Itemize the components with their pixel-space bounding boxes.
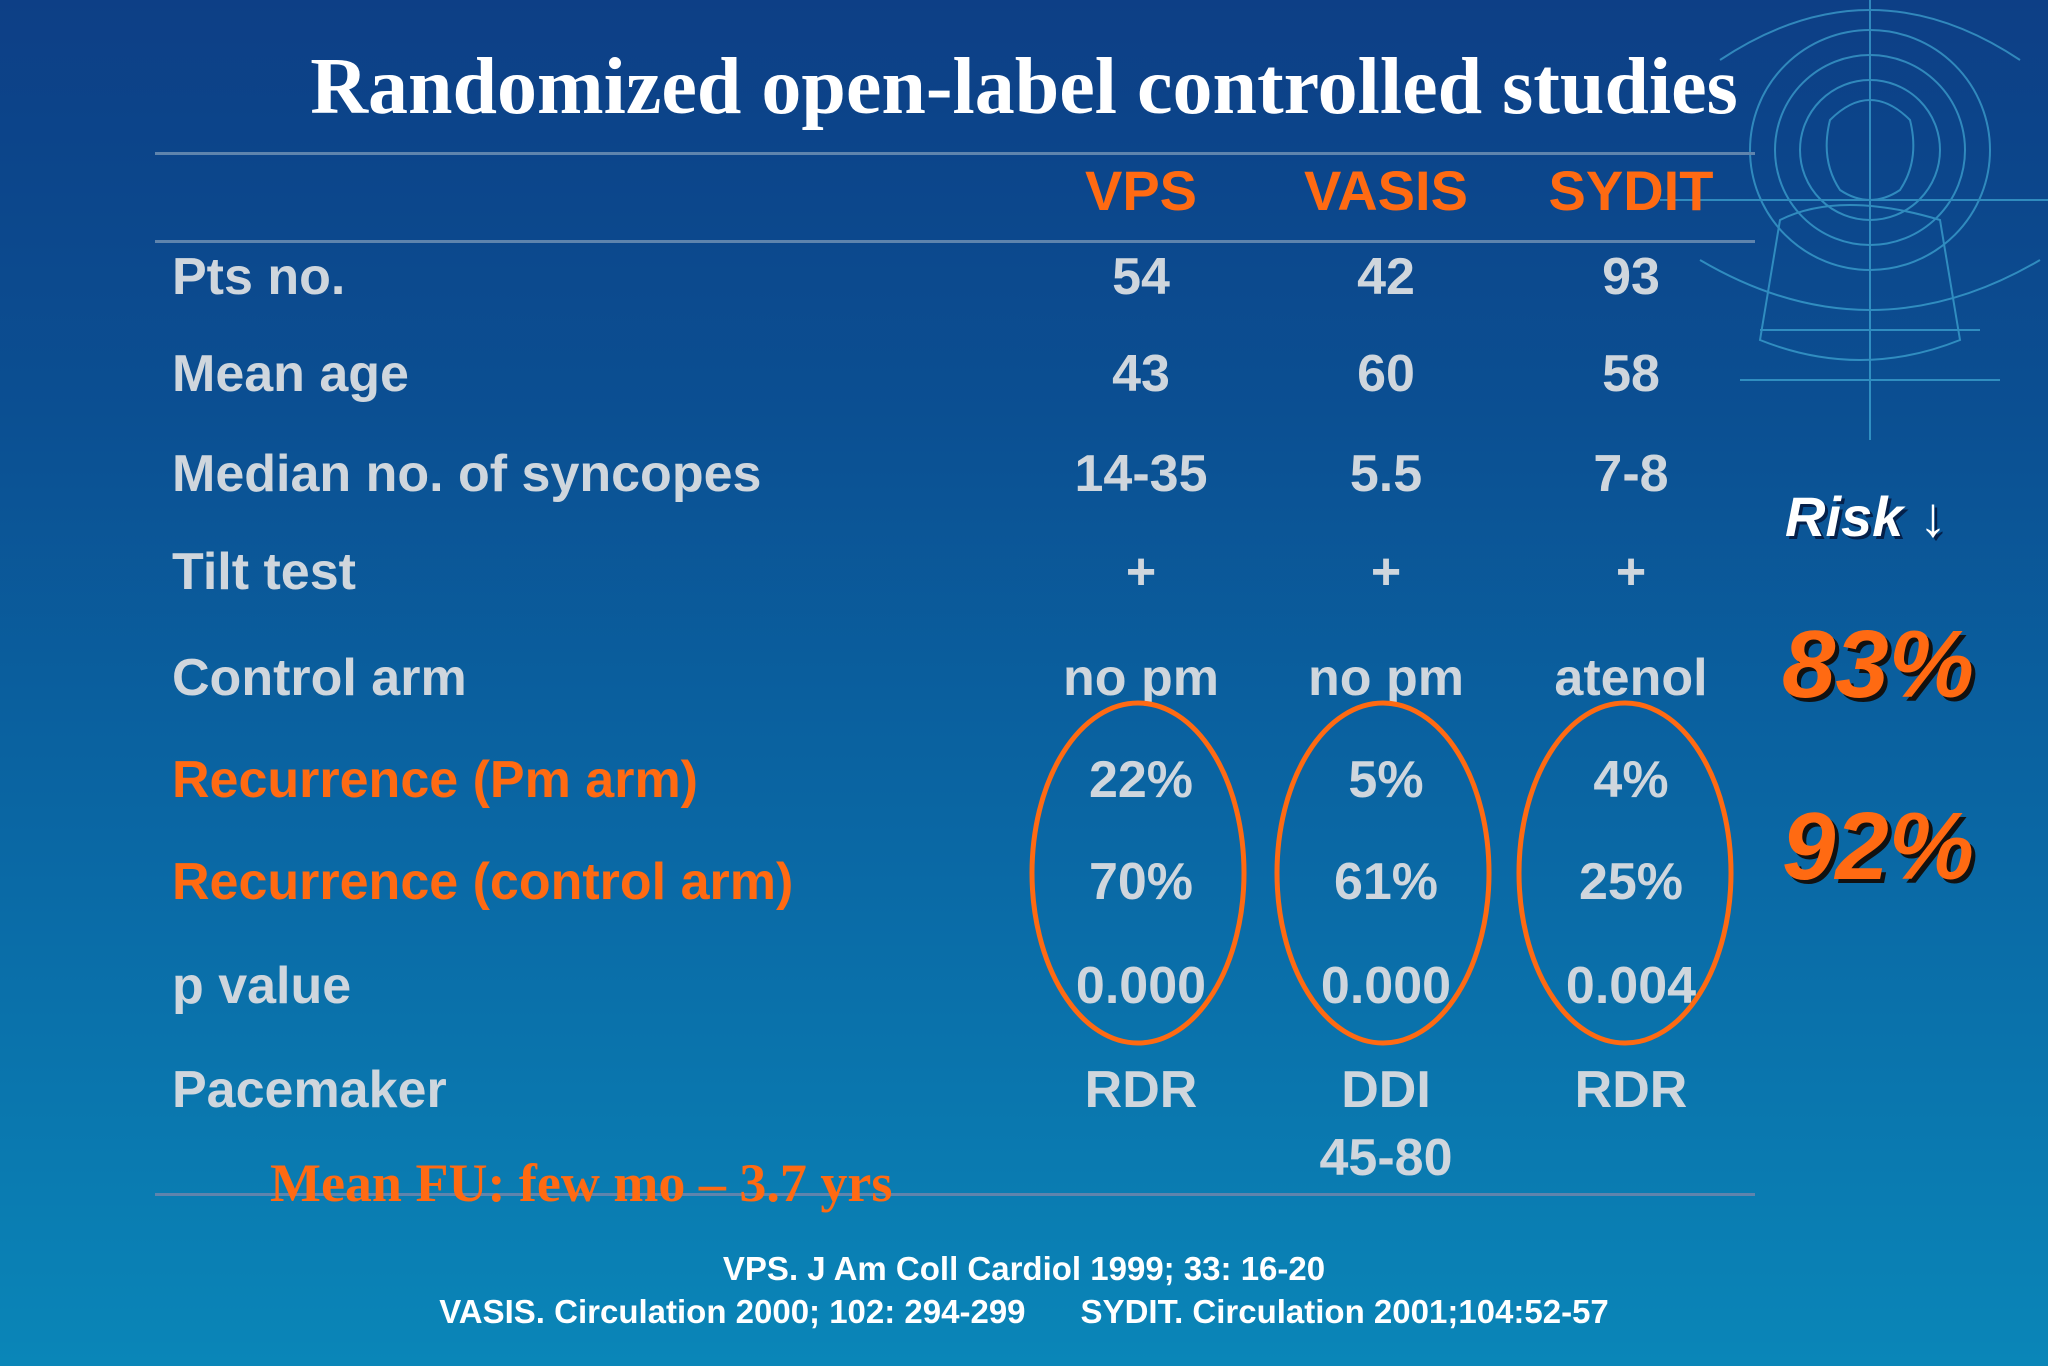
row-label: Tilt test	[172, 543, 356, 601]
table-cell: 22%	[1088, 751, 1194, 809]
table-cell: RDR	[1574, 1061, 1688, 1119]
table-cell: 58	[1602, 345, 1660, 403]
row-label-recurrence-pm: Recurrence (Pm arm)	[172, 751, 698, 809]
table-cell: 5%	[1348, 751, 1424, 809]
reference-line-2: VASIS. Circulation 2000; 102: 294-299 SY…	[439, 1293, 1609, 1330]
table-cell: 0.000	[1075, 957, 1207, 1015]
table-cell: 0.000	[1320, 957, 1452, 1015]
table-cell: 5.5	[1349, 445, 1423, 503]
table-cell: 0.004	[1565, 957, 1697, 1015]
table-cell: 61%	[1333, 853, 1439, 911]
table-cell: 42	[1357, 248, 1415, 306]
table-cell: 54	[1112, 248, 1170, 306]
row-label: Pacemaker	[172, 1061, 447, 1119]
mean-follow-up-note: Mean FU: few mo – 3.7 yrs	[270, 1153, 893, 1213]
table-cell: atenol	[1554, 649, 1708, 707]
column-header-vps: VPS	[1084, 159, 1198, 222]
reference-line-1: VPS. J Am Coll Cardiol 1999; 33: 16-20	[722, 1250, 1326, 1287]
row-label: Control arm	[172, 649, 467, 707]
row-label: Median no. of syncopes	[172, 445, 762, 503]
row-label: p value	[172, 957, 352, 1015]
slide-title: Randomized open-label controlled studies	[310, 43, 1738, 131]
row-label: Mean age	[172, 345, 409, 403]
risk-reduction-label: Risk ↓	[1785, 485, 1947, 548]
table-cell-extra: 45-80	[1319, 1129, 1453, 1187]
table-cell: 93	[1602, 248, 1660, 306]
table-cell: DDI	[1341, 1061, 1431, 1119]
table-cell: 43	[1112, 345, 1170, 403]
table-cell: RDR	[1084, 1061, 1198, 1119]
risk-reduction-value-1: 83%	[1782, 611, 1975, 718]
row-label-recurrence-control: Recurrence (control arm)	[172, 853, 794, 911]
lion-emblem-watermark	[1660, 0, 2048, 440]
header-divider	[155, 240, 1755, 243]
top-divider	[155, 152, 1755, 155]
table-cell: no pm	[1063, 649, 1219, 707]
table-cell: 70%	[1088, 853, 1194, 911]
table-cell: +	[1125, 543, 1157, 601]
table-cell: no pm	[1308, 649, 1464, 707]
table-cell: +	[1615, 543, 1647, 601]
table-cell: 7-8	[1593, 445, 1669, 503]
table-cell: 25%	[1578, 853, 1684, 911]
table-cell: 60	[1357, 345, 1415, 403]
table-cell: 4%	[1593, 751, 1669, 809]
column-header-sydit: SYDIT	[1548, 159, 1714, 222]
row-label: Pts no.	[172, 248, 346, 306]
table-cell: +	[1370, 543, 1402, 601]
table-cell: 14-35	[1074, 445, 1208, 503]
column-header-vasis: VASIS	[1304, 159, 1468, 222]
bottom-divider	[155, 1193, 1755, 1196]
risk-reduction-value-2: 92%	[1782, 793, 1975, 900]
